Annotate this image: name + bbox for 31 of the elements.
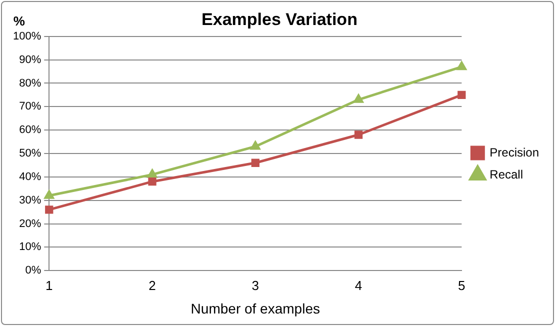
y-tick-label: 50% — [19, 148, 42, 160]
x-tick-label: 5 — [458, 278, 466, 293]
legend-label: Recall — [490, 167, 524, 182]
x-tick-label: 2 — [148, 278, 156, 293]
x-tick-label: 4 — [354, 278, 362, 293]
x-axis-title: Number of examples — [190, 300, 320, 316]
chart-title: Examples Variation — [202, 10, 358, 29]
legend-label: Precision — [490, 145, 540, 160]
x-tick-label: 1 — [46, 278, 53, 293]
point — [354, 130, 363, 139]
point — [148, 169, 157, 178]
point — [456, 62, 466, 70]
y-tick-label: 0% — [25, 264, 42, 277]
point — [45, 206, 54, 214]
y-tick-label: 20% — [19, 218, 42, 230]
y-tick-label: 90% — [19, 54, 42, 66]
y-axis-title: % — [13, 13, 26, 28]
point — [250, 141, 260, 150]
point — [251, 158, 260, 167]
y-tick-label: 60% — [19, 124, 42, 136]
point — [458, 90, 466, 100]
x-tick-label: 3 — [252, 278, 260, 293]
y-tick-label: 100% — [12, 30, 42, 42]
point — [148, 178, 156, 186]
y-tick-label: 80% — [19, 77, 42, 90]
y-tick-label: 10% — [19, 241, 42, 254]
y-tick-label: 70% — [19, 100, 42, 113]
y-tick-label: 30% — [19, 194, 42, 206]
point — [354, 94, 364, 103]
point — [44, 190, 54, 199]
y-tick-label: 40% — [19, 170, 42, 183]
